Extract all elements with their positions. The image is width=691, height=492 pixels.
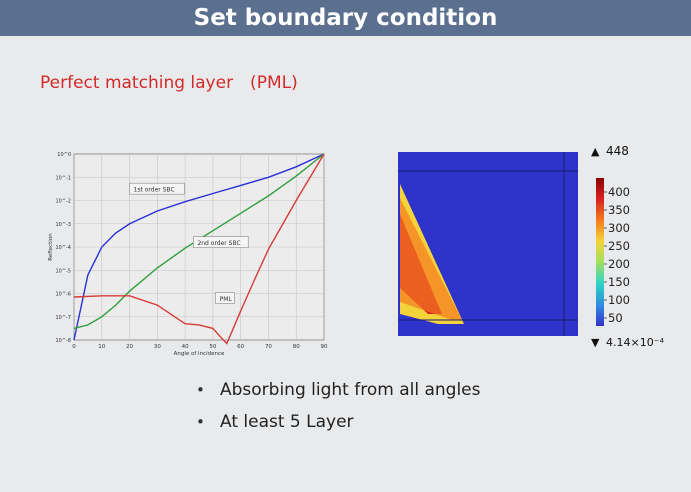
pml-field-heatmap: 400 350 300 250 200 150 100 50 ▲ 448 ▼ 4.14×10⁻… (396, 142, 684, 352)
heatmap-svg: 400 350 300 250 200 150 100 50 ▲ 448 ▼ 4.14×10⁻… (398, 144, 665, 349)
colorbar-tick-label: 350 (608, 203, 630, 217)
colorbar-tick-label: 200 (608, 257, 630, 271)
colorbar-tick-label: 400 (608, 185, 630, 199)
colorbar-tick-label: 250 (608, 239, 630, 253)
bullet-text: Absorbing light from all angles (220, 380, 481, 400)
series-line-1st-order-sbc (73, 153, 325, 341)
x-tick-label: 60 (237, 344, 244, 350)
colorbar-min-label: 4.14×10⁻⁴ (606, 336, 665, 349)
annotation-label: 1st order SBC (134, 187, 175, 194)
y-tick-label: 10^0 (57, 152, 71, 158)
y-tick-label: 10^-8 (55, 338, 71, 344)
colorbar (596, 178, 604, 326)
x-tick-label: 90 (321, 344, 328, 350)
y-tick-label: 10^-5 (55, 268, 71, 274)
colorbar-tick-label: 100 (608, 293, 630, 307)
y-tick-label: 10^-6 (55, 292, 71, 298)
colorbar-tick-label: 150 (608, 275, 630, 289)
colorbar-max-arrow: ▲ (591, 145, 600, 158)
x-tick-label: 80 (293, 344, 300, 350)
x-tick-label: 20 (126, 344, 133, 350)
colorbar-min-arrow: ▼ (591, 336, 600, 349)
y-axis-label: Reflection (48, 233, 54, 261)
annotation-box (129, 182, 185, 195)
slide-title: Set boundary condition (193, 5, 498, 31)
y-tick-label: 10^-4 (55, 245, 71, 251)
annotation-label: 2nd order SBC (197, 240, 240, 247)
series-line-2nd-order-sbc (73, 153, 325, 330)
bullet-item: • Absorbing light from all angles (196, 380, 481, 400)
x-tick-label: 10 (98, 344, 105, 350)
y-tick-label: 10^-1 (55, 175, 71, 181)
x-tick-label: 40 (182, 344, 189, 350)
bullet-item: • At least 5 Layer (196, 412, 481, 432)
y-tick-label: 10^-3 (55, 222, 71, 228)
annotation-box (193, 236, 249, 248)
series-line-pml (73, 153, 325, 345)
annotation-box (215, 292, 235, 304)
colorbar-max-label: 448 (606, 144, 629, 158)
heatmap-band-edge (400, 198, 462, 320)
x-tick-label: 30 (154, 344, 161, 350)
x-axis-label: Angle of incidence (174, 351, 225, 357)
bullet-text: At least 5 Layer (220, 412, 354, 432)
x-tick-label: 70 (265, 344, 272, 350)
reflection-chart: 0 10 20 30 40 50 60 70 80 90 10^0 10^-1 10^-2 10^-3 10… (44, 146, 340, 358)
y-tick-label: 10^-7 (55, 315, 71, 321)
bullet-list: • Absorbing light from all angles • At l… (196, 380, 481, 444)
x-tick-label: 50 (209, 344, 216, 350)
x-tick-label: 0 (72, 344, 76, 350)
colorbar-tick-label: 50 (608, 311, 623, 325)
section-subtitle: Perfect matching layer (PML) (40, 73, 298, 93)
y-tick-label: 10^-2 (55, 199, 71, 205)
bullet-symbol: • (196, 381, 205, 399)
annotation-label: PML (220, 296, 233, 303)
reflection-chart-svg: 0 10 20 30 40 50 60 70 80 90 10^0 10^-1 10^-2 10^-3 10… (48, 152, 328, 357)
title-bar: Set boundary condition (0, 0, 691, 36)
bullet-symbol: • (196, 413, 205, 431)
colorbar-tick-label: 300 (608, 221, 630, 235)
